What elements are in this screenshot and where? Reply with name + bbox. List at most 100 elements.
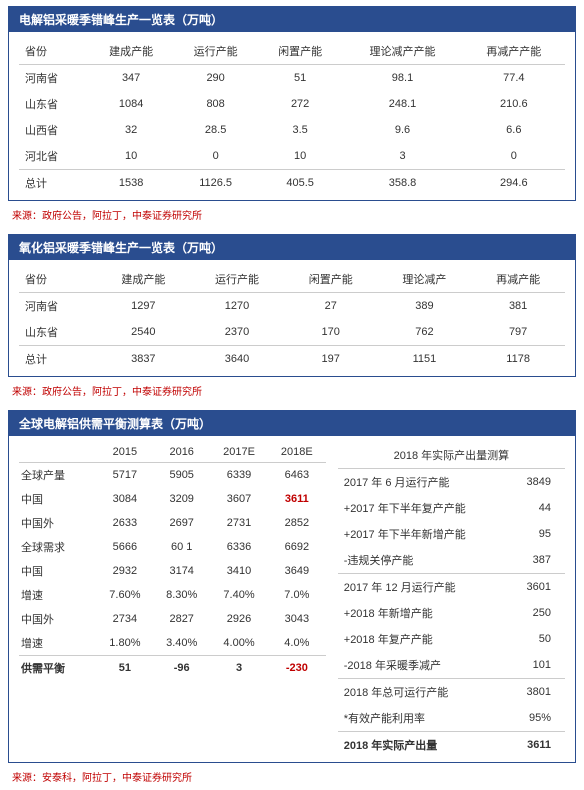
row-label: 增速 — [19, 583, 96, 607]
table-cell: 294.6 — [463, 170, 565, 197]
table-cell: 51 — [96, 656, 153, 681]
calc-value: 3849 — [510, 469, 565, 496]
table-cell: 3043 — [268, 607, 326, 631]
table-cell: 5666 — [96, 535, 153, 559]
panel2-source: 来源：政府公告，阿拉丁，中泰证券研究所 — [0, 379, 584, 404]
table-cell: 51 — [258, 65, 343, 92]
table-cell: 1538 — [89, 170, 174, 197]
table-cell: 797 — [471, 319, 565, 346]
panel2-table: 省份建成产能运行产能闲置产能理论减产再减产能 河南省12971270273893… — [19, 266, 565, 372]
table-cell: 2827 — [153, 607, 210, 631]
calc-value: 3611 — [510, 732, 565, 759]
col-header: 运行产能 — [173, 38, 258, 65]
table-cell: 347 — [89, 65, 174, 92]
calc-label: +2018 年复产产能 — [338, 626, 510, 652]
table-cell: 山西省 — [19, 117, 89, 143]
table-cell: 272 — [258, 91, 343, 117]
panel1-body: 省份建成产能运行产能闲置产能理论减产产能再减产产能 河南省3472905198.… — [9, 32, 575, 200]
col-header: 闲置产能 — [258, 38, 343, 65]
calc-label: *有效产能利用率 — [338, 705, 510, 732]
table-cell: 山东省 — [19, 91, 89, 117]
panel3-title: 全球电解铝供需平衡测算表（万吨） — [9, 411, 575, 436]
table-cell: 0 — [173, 143, 258, 170]
col-header: 闲置产能 — [284, 266, 378, 293]
col-header: 2015 — [96, 442, 153, 463]
panel2-title: 氧化铝采暖季错峰生产一览表（万吨） — [9, 235, 575, 260]
table-cell: 60 1 — [153, 535, 210, 559]
col-header: 理论减产产能 — [342, 38, 462, 65]
table-cell: 2540 — [96, 319, 190, 346]
calc-label: +2017 年下半年新增产能 — [338, 521, 510, 547]
panel1-source: 来源：政府公告，阿拉丁，中泰证券研究所 — [0, 203, 584, 228]
col-header: 理论减产 — [378, 266, 472, 293]
table-cell: 290 — [173, 65, 258, 92]
row-label: 全球产量 — [19, 463, 96, 488]
panel3-left-table: 201520162017E2018E 全球产量5717590563396463中… — [19, 442, 326, 680]
calc-label: -2018 年采暖季减产 — [338, 652, 510, 679]
calc-label: +2018 年新增产能 — [338, 600, 510, 626]
calc-label: 2018 年实际产出量 — [338, 732, 510, 759]
table-cell: 3.40% — [153, 631, 210, 656]
table-cell: 10 — [258, 143, 343, 170]
panel3-left: 201520162017E2018E 全球产量5717590563396463中… — [19, 442, 326, 758]
table-cell: 2932 — [96, 559, 153, 583]
table-cell: 170 — [284, 319, 378, 346]
table-cell: 358.8 — [342, 170, 462, 197]
table-cell: 405.5 — [258, 170, 343, 197]
table-cell: -96 — [153, 656, 210, 681]
table-cell: 3607 — [210, 487, 268, 511]
calc-value: 250 — [510, 600, 565, 626]
col-header: 省份 — [19, 266, 96, 293]
panel-electrolytic-aluminum: 电解铝采暖季错峰生产一览表（万吨） 省份建成产能运行产能闲置产能理论减产产能再减… — [8, 6, 576, 201]
panel1-table: 省份建成产能运行产能闲置产能理论减产产能再减产产能 河南省3472905198.… — [19, 38, 565, 196]
panel-global-balance: 全球电解铝供需平衡测算表（万吨） 201520162017E2018E 全球产量… — [8, 410, 576, 763]
table-cell: 1151 — [378, 346, 472, 373]
table-cell: 5717 — [96, 463, 153, 488]
table-cell: 1178 — [471, 346, 565, 373]
panel3-right-table: 2018 年实际产出量测算 2017 年 6 月运行产能3849+2017 年下… — [338, 442, 565, 758]
table-cell: 6463 — [268, 463, 326, 488]
table-cell: 7.40% — [210, 583, 268, 607]
row-label: 中国外 — [19, 607, 96, 631]
calc-value: 387 — [510, 547, 565, 574]
row-label: 中国 — [19, 559, 96, 583]
table-cell: 4.0% — [268, 631, 326, 656]
table-cell: 197 — [284, 346, 378, 373]
panel3-source: 来源：安泰科，阿拉丁，中泰证券研究所 — [0, 765, 584, 790]
table-cell: 山东省 — [19, 319, 96, 346]
col-header: 再减产能 — [471, 266, 565, 293]
col-header: 2016 — [153, 442, 210, 463]
panel3-right-header: 2018 年实际产出量测算 — [338, 442, 565, 469]
table-cell: 762 — [378, 319, 472, 346]
table-cell: 6339 — [210, 463, 268, 488]
row-label: 中国 — [19, 487, 96, 511]
table-cell: 6336 — [210, 535, 268, 559]
table-cell: 248.1 — [342, 91, 462, 117]
table-cell: 总计 — [19, 346, 96, 373]
table-cell: 210.6 — [463, 91, 565, 117]
table-cell: 3649 — [268, 559, 326, 583]
table-cell: 5905 — [153, 463, 210, 488]
table-cell: 6.6 — [463, 117, 565, 143]
table-cell: 8.30% — [153, 583, 210, 607]
table-cell: 3640 — [190, 346, 284, 373]
row-label: 供需平衡 — [19, 656, 96, 681]
calc-value: 3601 — [510, 574, 565, 601]
table-cell: 3209 — [153, 487, 210, 511]
calc-label: -违规关停产能 — [338, 547, 510, 574]
table-cell: 0 — [463, 143, 565, 170]
table-cell: 9.6 — [342, 117, 462, 143]
row-label: 增速 — [19, 631, 96, 656]
table-cell: 381 — [471, 293, 565, 320]
col-header: 2018E — [268, 442, 326, 463]
table-cell: 河南省 — [19, 293, 96, 320]
calc-label: +2017 年下半年复产产能 — [338, 495, 510, 521]
calc-value: 50 — [510, 626, 565, 652]
table-cell: 7.60% — [96, 583, 153, 607]
table-cell: 2633 — [96, 511, 153, 535]
calc-value: 3801 — [510, 679, 565, 706]
table-cell: 3084 — [96, 487, 153, 511]
table-cell: 32 — [89, 117, 174, 143]
calc-label: 2018 年总可运行产能 — [338, 679, 510, 706]
table-cell: 3611 — [268, 487, 326, 511]
